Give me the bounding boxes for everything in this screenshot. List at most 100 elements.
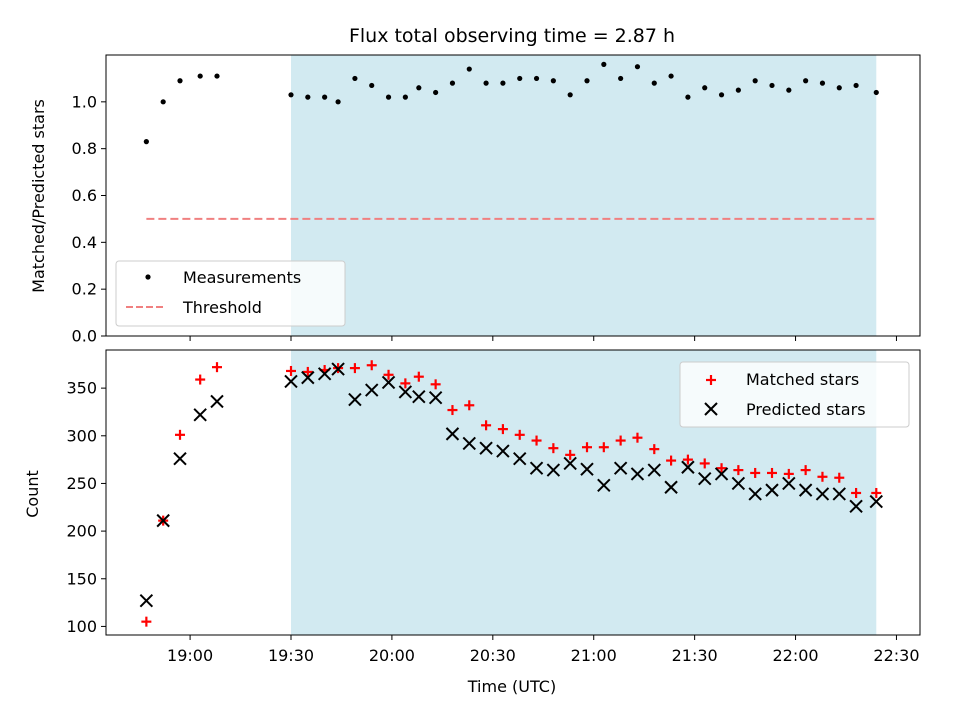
measurements-point [197,73,203,79]
matched-stars-point [413,371,424,382]
predicted-stars-point [284,374,298,389]
y-tick-label: 0.4 [72,233,97,252]
predicted-stars-point [546,463,561,477]
measurements-point [466,66,472,72]
predicted-stars-point [782,476,796,491]
measurements-point [288,92,294,98]
predicted-stars-point [563,456,577,471]
matched-stars-point [531,435,542,446]
matched-stars-point [767,467,777,478]
x-tick-label: 19:30 [268,646,314,665]
predicted-stars-point [193,408,207,422]
legend-label-predicted-stars: Predicted stars [746,400,866,419]
matched-stars-point [871,487,882,498]
x-tick-label: 20:30 [470,646,516,665]
measurements-point [214,73,220,79]
legend-label-measurements: Measurements [183,268,301,287]
legend-marker-matched-stars [706,375,716,385]
y-tick-label: 250 [66,474,97,493]
matched-stars-point [400,378,411,389]
measurements-point [322,94,328,100]
matched-stars-point [834,472,845,483]
measurements-point [769,82,775,89]
measurements-point [369,82,375,89]
measurements-point [685,94,691,100]
x-tick-label: 19:00 [167,646,213,665]
predicted-stars-point [156,513,170,528]
matched-stars-point [615,435,626,446]
measurements-point [651,80,657,86]
observing-window-shade [291,55,877,336]
predicted-stars-point [496,444,510,458]
measurements-point [335,99,341,105]
predicted-stars-point [869,494,883,509]
matched-stars-point [800,465,811,476]
predicted-stars-point [597,478,611,493]
matched-stars-point [682,454,693,465]
matched-stars-point [497,424,508,435]
matched-stars-point [817,471,828,482]
predicted-stars-point [849,499,863,514]
measurements-point [483,80,489,86]
matched-stars-point [598,442,609,453]
predicted-stars-point [681,460,695,474]
matched-stars-point [514,429,525,440]
measurements-point [668,73,674,79]
y-tick-label: 1.0 [72,92,97,111]
measurements-point [517,75,523,82]
measurements-point [567,92,573,98]
matched-stars-point [349,363,360,374]
predicted-stars-point [529,461,544,475]
predicted-stars-point [513,451,527,466]
y-tick-label: 0.8 [72,139,97,158]
predicted-stars-point [714,467,729,481]
measurements-point [601,61,607,67]
legend-marker-predicted-stars [704,402,718,416]
predicted-stars-point [445,427,460,441]
measurements-point [836,85,842,91]
predicted-stars-point [731,476,746,491]
measurements-point [634,64,641,70]
predicted-stars-point [381,375,396,390]
measurements-point [500,80,506,86]
top-panel: 0.0 0.2 0.4 0.6 0.8 1.0 Flux total observing … [29,25,921,346]
measurements-point [305,94,311,100]
predicted-stars-point [398,385,413,399]
predicted-stars-point [798,483,813,497]
predicted-stars-point [317,367,332,381]
matched-stars-point [699,458,710,469]
predicted-stars-point [462,436,476,451]
x-tick-label: 20:00 [369,646,415,665]
x-tick-label: 21:00 [571,646,617,665]
y-tick-label: 350 [66,379,97,398]
y-tick-label: 100 [66,617,97,636]
measurements-point [177,78,183,84]
measurements-point [533,75,540,82]
matched-stars-point [366,360,377,371]
measurements-point [402,94,408,100]
top-legend-box [115,260,346,327]
measurements-point [786,87,792,93]
matched-stars-point [649,444,660,455]
predicted-stars-point [698,471,712,486]
measurements-point [803,78,809,84]
measurements-point [449,80,456,86]
matched-stars-point [383,369,394,380]
matched-stars-point [632,432,643,443]
measurements-point [819,80,826,86]
predicted-stars-point [748,487,762,501]
bottom-y-axis-label: Count [23,470,42,518]
measurements-point [143,139,149,145]
matched-stars-point [430,379,441,390]
measurements-point [873,89,879,96]
y-tick-label: 200 [66,522,97,541]
bottom-legend: Matched stars Predicted stars [679,361,910,428]
bottom-legend-box [679,361,910,428]
matched-stars-point [175,429,185,440]
predicted-stars-point [479,441,493,455]
predicted-stars-point [139,593,154,608]
matched-stars-point [783,468,794,479]
predicted-stars-point [412,389,426,404]
matched-stars-point [141,616,152,627]
